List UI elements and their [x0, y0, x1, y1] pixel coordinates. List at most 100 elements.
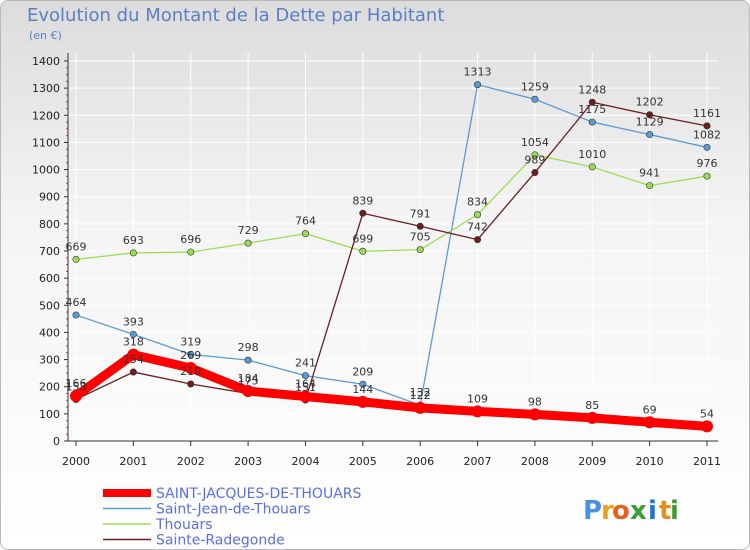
- y-tick-label: 0: [53, 435, 60, 448]
- legend-label: Thouars: [155, 517, 213, 533]
- data-label: 1161: [693, 107, 721, 120]
- data-point: [70, 389, 82, 402]
- data-label: 705: [410, 231, 431, 244]
- x-tick-label: 2003: [234, 455, 262, 468]
- data-label: 151: [295, 381, 316, 394]
- data-label: 791: [410, 207, 431, 220]
- data-label: 1175: [578, 103, 606, 116]
- series-line: [75, 83, 708, 406]
- y-tick-label: 500: [39, 299, 60, 312]
- data-label: 464: [66, 296, 87, 309]
- plot-area: [68, 53, 718, 441]
- data-label: 269: [180, 349, 201, 362]
- data-point: [129, 368, 137, 376]
- logo-letter: i: [648, 496, 657, 526]
- x-tick-label: 2008: [521, 455, 549, 468]
- data-point: [643, 416, 656, 429]
- data-point: [184, 361, 197, 374]
- data-point: [129, 249, 137, 257]
- data-labels-2: 669 693 696 729 764 699 705 834 1054 1010 941 976: [66, 136, 718, 254]
- y-tick-label: 300: [39, 354, 60, 367]
- data-point: [301, 230, 309, 238]
- x-tick-label: 2009: [578, 455, 606, 468]
- y-tick-label: 900: [39, 191, 60, 204]
- y-tick-label: 800: [39, 218, 60, 231]
- logo-letter: o: [612, 496, 630, 526]
- data-label: 1082: [693, 128, 721, 141]
- data-point: [359, 247, 367, 255]
- data-label: 1054: [521, 136, 549, 149]
- data-point: [414, 401, 427, 414]
- y-tick-label: 200: [39, 381, 60, 394]
- data-point: [72, 311, 80, 319]
- y-tick-label: 400: [39, 326, 60, 339]
- data-label: 132: [410, 386, 431, 399]
- data-point: [646, 131, 654, 139]
- x-tick-label: 2011: [693, 455, 721, 468]
- grid-lines: [64, 53, 718, 446]
- y-tick-label: 1000: [32, 164, 60, 177]
- data-point: [586, 411, 599, 424]
- data-label: 1259: [521, 80, 549, 93]
- data-label: 98: [528, 395, 542, 408]
- x-tick-label: 2004: [291, 455, 319, 468]
- chart-title: Evolution du Montant de la Dette par Hab…: [27, 5, 445, 26]
- data-point: [299, 390, 312, 403]
- data-label: 69: [643, 403, 657, 416]
- data-label: 699: [352, 232, 373, 245]
- data-label: 1313: [464, 66, 492, 79]
- data-label: 122: [410, 389, 431, 402]
- data-point: [187, 380, 195, 388]
- x-tick-label: 2007: [464, 455, 492, 468]
- legend-label: SAINT-JACQUES-DE-THOUARS: [156, 486, 362, 502]
- data-point: [474, 211, 482, 219]
- data-point: [531, 169, 539, 177]
- data-labels-3: 153 254 210 175 151 839 791 742 989 1248 1202 1161: [66, 83, 722, 394]
- logo-letter: t: [659, 496, 671, 526]
- data-point: [703, 122, 711, 130]
- y-tick-label: 700: [39, 245, 60, 258]
- data-point: [471, 405, 484, 418]
- data-label: 1202: [636, 96, 664, 109]
- x-tick-label: 2005: [349, 455, 377, 468]
- data-point: [703, 143, 711, 151]
- data-label: 241: [295, 357, 316, 370]
- data-point: [356, 395, 369, 408]
- series-line: [75, 101, 708, 401]
- data-label: 1248: [578, 83, 606, 96]
- data-labels-1: 464 393 319 298 241 209 132 1313 1259 1175 1129 108…: [66, 66, 722, 400]
- data-point: [588, 98, 596, 106]
- data-labels-0: 166 318 269 184 164 144 122 109 98 85 69 54: [66, 336, 715, 421]
- data-point: [416, 246, 424, 254]
- data-point: [244, 239, 252, 247]
- data-label: 254: [123, 353, 144, 366]
- data-label: 742: [467, 221, 488, 234]
- data-point: [301, 372, 309, 380]
- data-point: [646, 111, 654, 119]
- data-point: [416, 222, 424, 230]
- data-label: 184: [238, 372, 259, 385]
- data-label: 393: [123, 315, 144, 328]
- x-tick-label: 2010: [636, 455, 664, 468]
- data-label: 693: [123, 234, 144, 247]
- data-point: [359, 209, 367, 217]
- data-point: [242, 385, 255, 398]
- data-point: [531, 95, 539, 103]
- data-point: [703, 172, 711, 180]
- data-label: 941: [639, 167, 660, 180]
- data-label: 210: [180, 365, 201, 378]
- data-label: 109: [467, 392, 488, 405]
- data-label: 1129: [636, 116, 664, 129]
- data-point: [474, 81, 482, 89]
- data-label: 164: [295, 377, 316, 390]
- data-point: [359, 380, 367, 388]
- data-point: [244, 356, 252, 364]
- y-tick-label: 600: [39, 272, 60, 285]
- data-point: [129, 330, 137, 338]
- data-point: [528, 408, 541, 421]
- data-point: [187, 350, 195, 358]
- series-line: [71, 350, 712, 431]
- proxiti-logo: Pro x i ti: [583, 496, 679, 526]
